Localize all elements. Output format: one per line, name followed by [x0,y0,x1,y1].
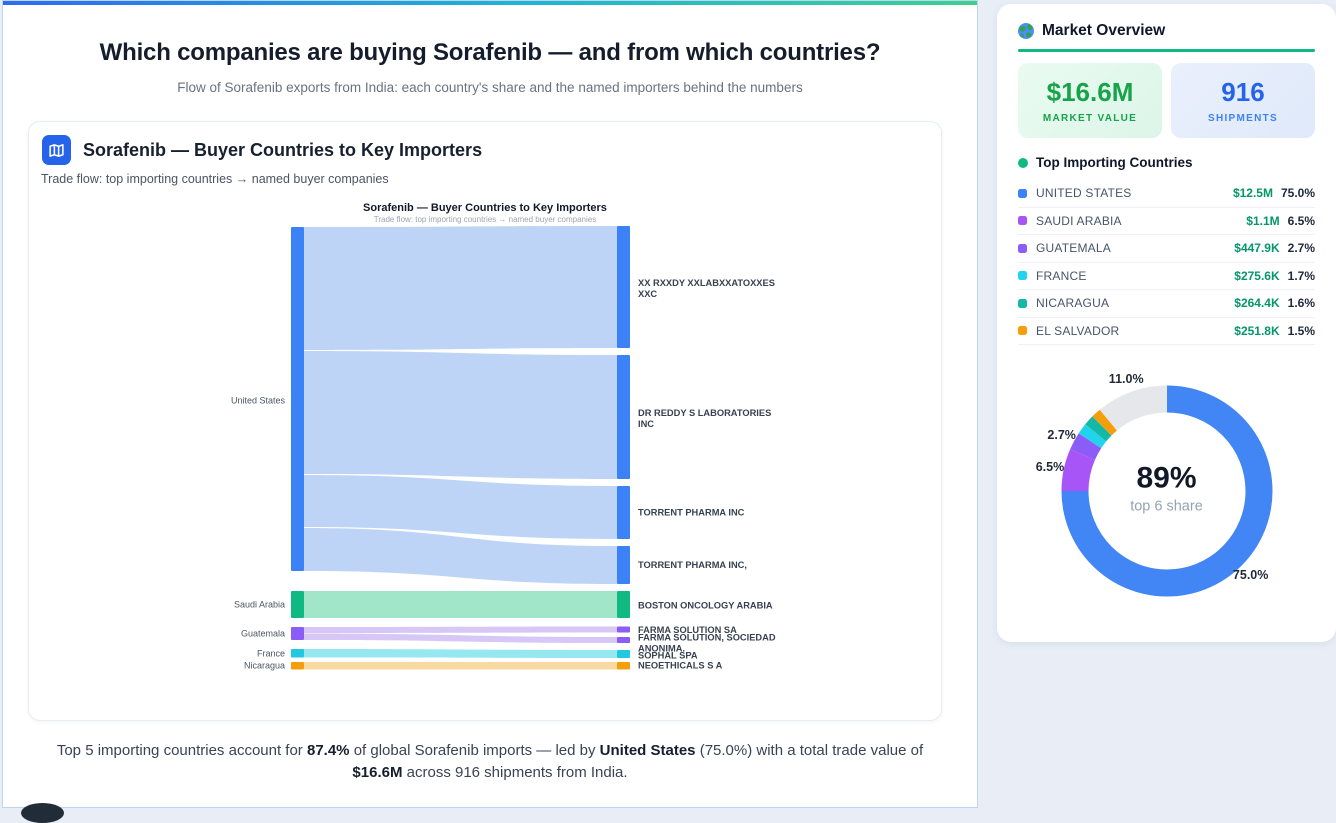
country-color-swatch [1018,271,1027,281]
country-pct: 1.5% [1287,323,1315,338]
country-color-swatch [1018,188,1027,198]
country-row: FRANCE $275.6K 1.7% [1018,263,1315,290]
country-value: $447.9K [1234,241,1280,256]
svg-text:United States: United States [231,396,286,406]
country-name: FRANCE [1036,268,1087,283]
country-name: GUATEMALA [1036,241,1111,256]
sankey-flow [304,226,617,350]
donut-chart: 89% top 6 share 75.0% 6.5% 2.7% 11.0% [1018,345,1315,603]
donut-center-value: 89% [1136,461,1197,495]
svg-text:TORRENT PHARMA INC: TORRENT PHARMA INC [638,508,745,518]
svg-text:DR REDDY S LABORATORIES: DR REDDY S LABORATORIES [638,408,771,418]
summary-text: Top 5 importing countries account for 87… [56,742,924,781]
country-row: NICARAGUA $264.4K 1.6% [1018,290,1315,318]
sankey-flow [304,591,617,618]
page-title: Which companies are buying Sorafenib — a… [99,39,881,66]
svg-text:Sorafenib — Buyer Countries to: Sorafenib — Buyer Countries to Key Impor… [363,202,607,214]
chart-subtitle: Trade flow: top importing countries → na… [41,172,389,186]
country-row: GUATEMALA $447.9K 2.7% [1018,235,1315,263]
country-value: $1.1M [1246,213,1280,228]
floating-button[interactable] [21,803,64,823]
sankey-flow [304,626,617,633]
svg-text:BOSTON ONCOLOGY ARABIA: BOSTON ONCOLOGY ARABIA [638,601,773,611]
country-pct: 1.6% [1287,296,1315,311]
svg-text:Guatemala: Guatemala [241,628,285,638]
chart-title: Sorafenib — Buyer Countries to Key Impor… [83,139,483,160]
country-name: EL SALVADOR [1036,323,1120,338]
globe-icon [1018,23,1034,39]
country-pct: 6.5% [1287,213,1315,228]
sankey-flow [304,633,617,643]
svg-text:XXC: XXC [638,289,657,299]
sankey-flow [304,649,617,658]
country-pct: 75.0% [1280,186,1315,201]
donut-slice [1061,385,1272,597]
sidebar-title: Market Overview [1042,22,1166,39]
sankey-flow [304,351,617,479]
page-subtitle: Flow of Sorafenib exports from India: ea… [177,80,803,95]
svg-text:France: France [257,649,285,659]
svg-text:TORRENT PHARMA INC,: TORRENT PHARMA INC, [638,560,747,570]
donut-slice [1061,385,1272,597]
stat-card-market-value: $16.6M MARKET VALUE [1018,63,1162,138]
stat-label: MARKET VALUE [1042,113,1138,124]
stat-value: 916 [1221,77,1265,107]
svg-text:SOPHAL SPA: SOPHAL SPA [638,651,698,661]
country-value: $275.6K [1234,268,1280,283]
divider [1018,49,1315,52]
svg-text:Saudi Arabia: Saudi Arabia [234,599,285,609]
donut-center-label: top 6 share [1130,498,1203,515]
donut-slice [1061,385,1272,597]
country-value: $12.5M [1232,186,1273,201]
country-name: SAUDI ARABIA [1036,213,1122,228]
bullet-dot [1018,157,1028,168]
country-name: NICARAGUA [1036,296,1110,311]
svg-text:FARMA SOLUTION, SOCIEDAD: FARMA SOLUTION, SOCIEDAD [638,632,776,642]
country-color-swatch [1018,216,1027,226]
country-pct: 1.7% [1287,268,1315,283]
main-panel: Which companies are buying Sorafenib — a… [2,0,978,808]
svg-text:XX RXXDY XXLABXXATOXXES: XX RXXDY XXLABXXATOXXES [638,278,775,288]
donut-slice-label: 6.5% [1035,459,1065,474]
country-value: $264.4K [1234,296,1280,311]
svg-text:INC: INC [638,419,654,429]
stat-value: $16.6M [1046,77,1134,107]
market-overview-panel: Market Overview $16.6M MARKET VALUE 916 SHI… [997,4,1336,642]
donut-slice-label: 11.0% [1108,372,1144,387]
sankey-flow [304,528,617,584]
country-pct: 2.7% [1287,241,1315,256]
svg-text:FARMA SOLUTION SA: FARMA SOLUTION SA [638,625,737,635]
stat-label: SHIPMENTS [1207,113,1279,124]
country-color-swatch [1018,326,1027,336]
sankey-flow [304,475,617,539]
country-row: UNITED STATES $12.5M 75.0% [1018,180,1315,208]
country-row: SAUDI ARABIA $1.1M 6.5% [1018,208,1315,235]
accent-gradient-bar [3,1,977,5]
country-list-title: Top Importing Countries [1036,155,1193,170]
svg-text:Trade flow: top importing coun: Trade flow: top importing countries → na… [374,215,596,224]
country-name: UNITED STATES [1036,186,1132,201]
sankey-flow [304,662,617,670]
map-icon [42,135,71,165]
svg-text:Nicaragua: Nicaragua [244,660,285,670]
stat-card-shipments: 916 SHIPMENTS [1171,63,1315,138]
country-row: EL SALVADOR $251.8K 1.5% [1018,318,1315,345]
country-color-swatch [1018,243,1027,253]
sankey-chart-card: Sorafenib — Buyer Countries to Key Impor… [28,121,942,721]
country-color-swatch [1018,298,1027,308]
svg-text:ANONIMA.: ANONIMA. [638,643,685,653]
country-value: $251.8K [1234,323,1280,338]
donut-slice-label: 75.0% [1232,568,1269,583]
donut-slice-label: 2.7% [1047,427,1076,442]
sankey-diagram: Sorafenib — Buyer Countries to Key Impor… [29,122,943,722]
svg-text:NEOETHICALS S A: NEOETHICALS S A [638,661,723,671]
